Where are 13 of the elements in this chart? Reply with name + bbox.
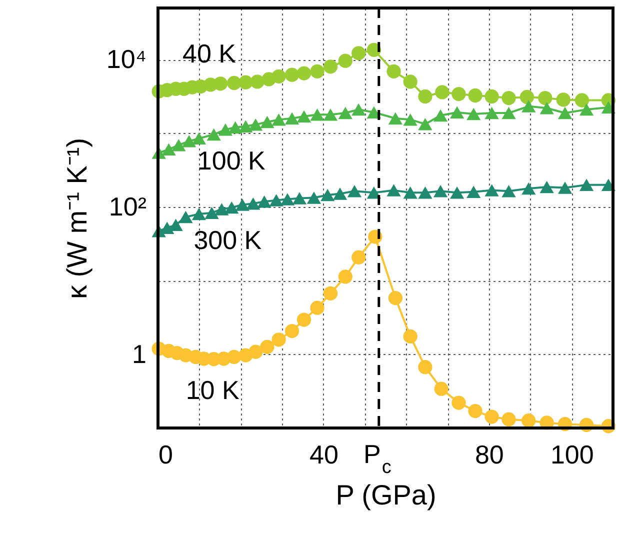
x-tick-label: 80: [474, 440, 504, 470]
y-tick-label: 10²: [108, 191, 147, 222]
y-tick-label: 10⁴: [106, 44, 146, 74]
series-label: 10 K: [186, 375, 240, 406]
series-label: 40 K: [182, 38, 237, 69]
series-label: 100 K: [197, 146, 266, 176]
x-tick-label: 40: [309, 440, 338, 470]
x-tick-label: 0: [158, 440, 173, 470]
y-tick-label: 1: [132, 338, 146, 369]
x-axis-title: P (GPa): [336, 480, 436, 510]
x-tick-label: 100: [550, 440, 594, 470]
y-axis-title: κ (W m⁻¹ K⁻¹): [61, 138, 92, 300]
series-label: 300 K: [194, 225, 262, 256]
